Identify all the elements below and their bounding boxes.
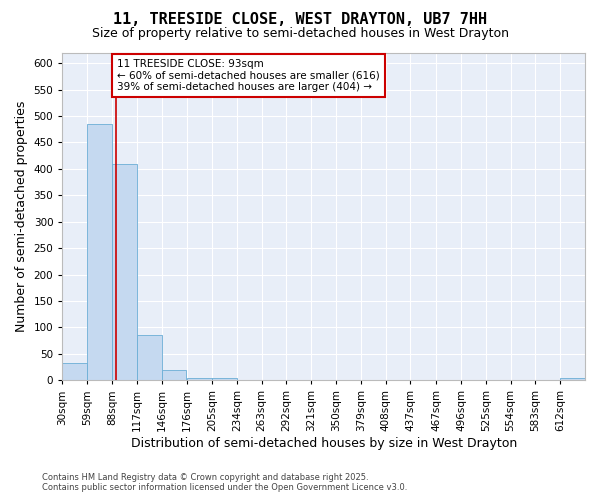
Bar <box>560 378 585 380</box>
Bar <box>87 124 112 380</box>
X-axis label: Distribution of semi-detached houses by size in West Drayton: Distribution of semi-detached houses by … <box>131 437 517 450</box>
Text: 11 TREESIDE CLOSE: 93sqm
← 60% of semi-detached houses are smaller (616)
39% of : 11 TREESIDE CLOSE: 93sqm ← 60% of semi-d… <box>117 59 380 92</box>
Bar <box>187 378 212 380</box>
Bar <box>212 378 237 380</box>
Text: 11, TREESIDE CLOSE, WEST DRAYTON, UB7 7HH: 11, TREESIDE CLOSE, WEST DRAYTON, UB7 7H… <box>113 12 487 28</box>
Bar <box>137 335 161 380</box>
Bar <box>62 364 87 380</box>
Text: Contains HM Land Registry data © Crown copyright and database right 2025.
Contai: Contains HM Land Registry data © Crown c… <box>42 473 407 492</box>
Bar <box>112 164 137 380</box>
Bar <box>161 370 187 380</box>
Text: Size of property relative to semi-detached houses in West Drayton: Size of property relative to semi-detach… <box>91 28 509 40</box>
Y-axis label: Number of semi-detached properties: Number of semi-detached properties <box>15 100 28 332</box>
